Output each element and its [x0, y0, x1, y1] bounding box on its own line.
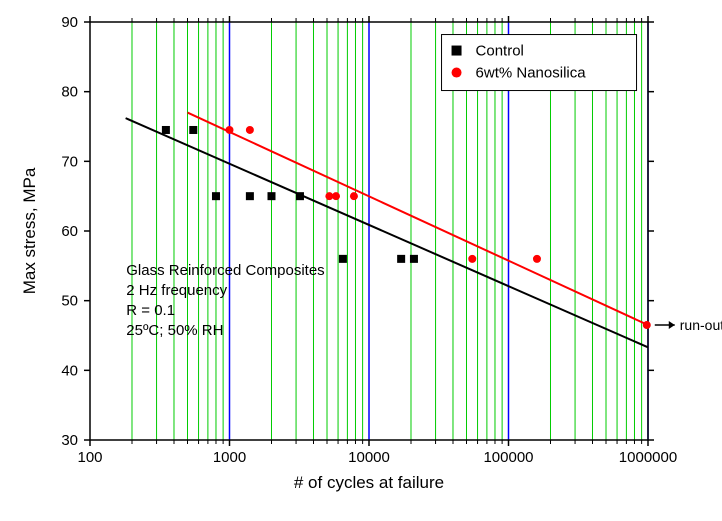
svg-text:50: 50 [61, 293, 78, 310]
y-axis-label: Max stress, MPa [20, 167, 39, 294]
svg-text:100: 100 [77, 449, 102, 466]
legend-label: 6wt% Nanosilica [476, 65, 587, 82]
info-text-line: 25ºC; 50% RH [126, 322, 223, 339]
svg-text:80: 80 [61, 84, 78, 101]
svg-text:30: 30 [61, 432, 78, 449]
info-text-line: R = 0.1 [126, 302, 175, 319]
svg-text:90: 90 [61, 14, 78, 31]
runout-annotation: run-out [680, 317, 722, 333]
svg-text:1000000: 1000000 [619, 449, 677, 466]
info-text-line: 2 Hz frequency [126, 282, 227, 299]
legend-box [442, 35, 637, 91]
svg-text:10000: 10000 [348, 449, 390, 466]
svg-text:100000: 100000 [483, 449, 533, 466]
fatigue-chart: 30 40 50 60 70 80 90 100 1000 10000 100000 1000000 #… [0, 0, 722, 521]
legend-label: Control [476, 43, 524, 60]
info-text-line: Glass Reinforced Composites [126, 262, 324, 279]
x-axis-label: # of cycles at failure [294, 473, 444, 492]
svg-text:60: 60 [61, 223, 78, 240]
svg-text:40: 40 [61, 362, 78, 379]
svg-text:1000: 1000 [213, 449, 246, 466]
svg-text:70: 70 [61, 153, 78, 170]
chart-svg: 30 40 50 60 70 80 90 100 1000 10000 100000 1000000 #… [0, 0, 722, 521]
